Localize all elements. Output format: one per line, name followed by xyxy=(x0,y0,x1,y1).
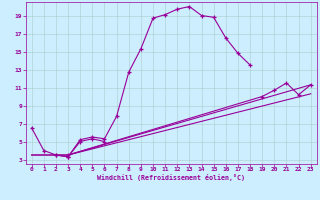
X-axis label: Windchill (Refroidissement éolien,°C): Windchill (Refroidissement éolien,°C) xyxy=(97,174,245,181)
